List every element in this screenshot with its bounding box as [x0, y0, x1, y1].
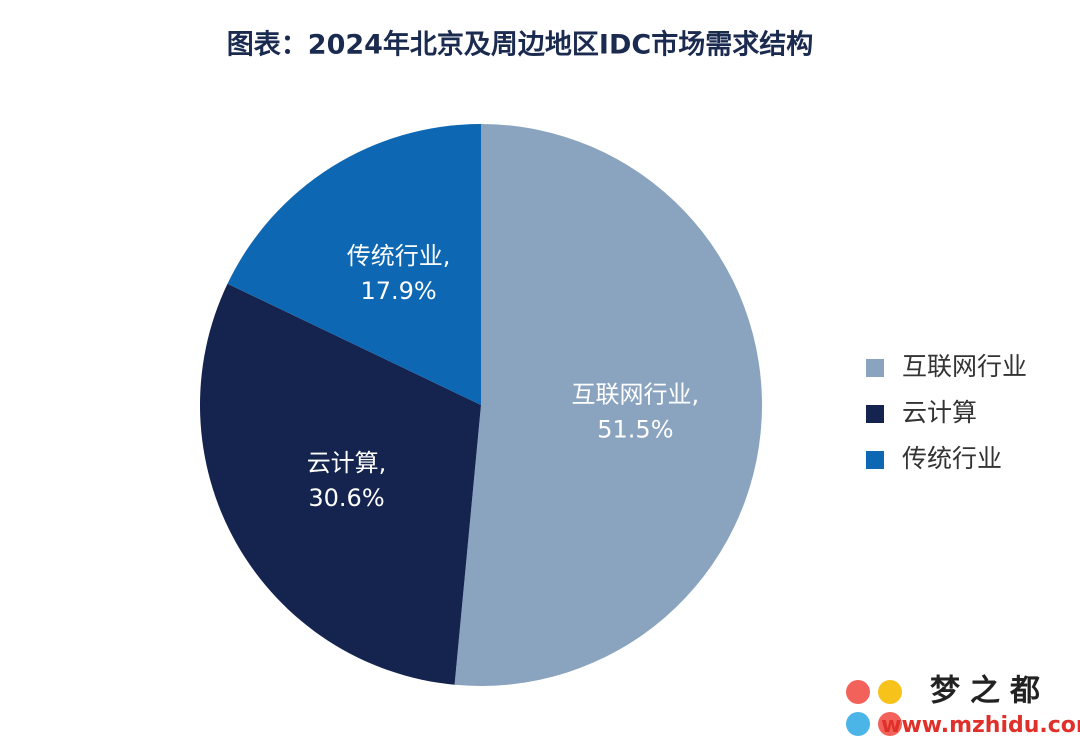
chart-title: 图表：2024年北京及周边地区IDC市场需求结构: [227, 29, 813, 61]
legend-label: 互联网行业: [902, 352, 1027, 381]
legend-label: 云计算: [902, 398, 977, 427]
pie-slice: [227, 124, 481, 405]
value-label: 30.6%: [308, 484, 384, 512]
slice-label: 云计算,: [307, 449, 387, 477]
pie-slice: [200, 283, 481, 685]
watermark-url: www.mzhidu.com: [881, 713, 1080, 738]
legend-swatch: [866, 405, 884, 423]
value-label: 51.5%: [597, 415, 673, 443]
slice-label: 互联网行业,: [572, 380, 700, 408]
pie-slice: [454, 124, 762, 687]
legend-swatch: [866, 359, 884, 377]
slice-label: 传统行业,: [347, 242, 451, 270]
value-label: 17.9%: [360, 277, 436, 305]
watermark-badge: [846, 680, 902, 736]
legend-label: 传统行业: [902, 444, 1002, 473]
legend-swatch: [866, 451, 884, 469]
watermark-brand: 梦之都: [930, 674, 1050, 709]
